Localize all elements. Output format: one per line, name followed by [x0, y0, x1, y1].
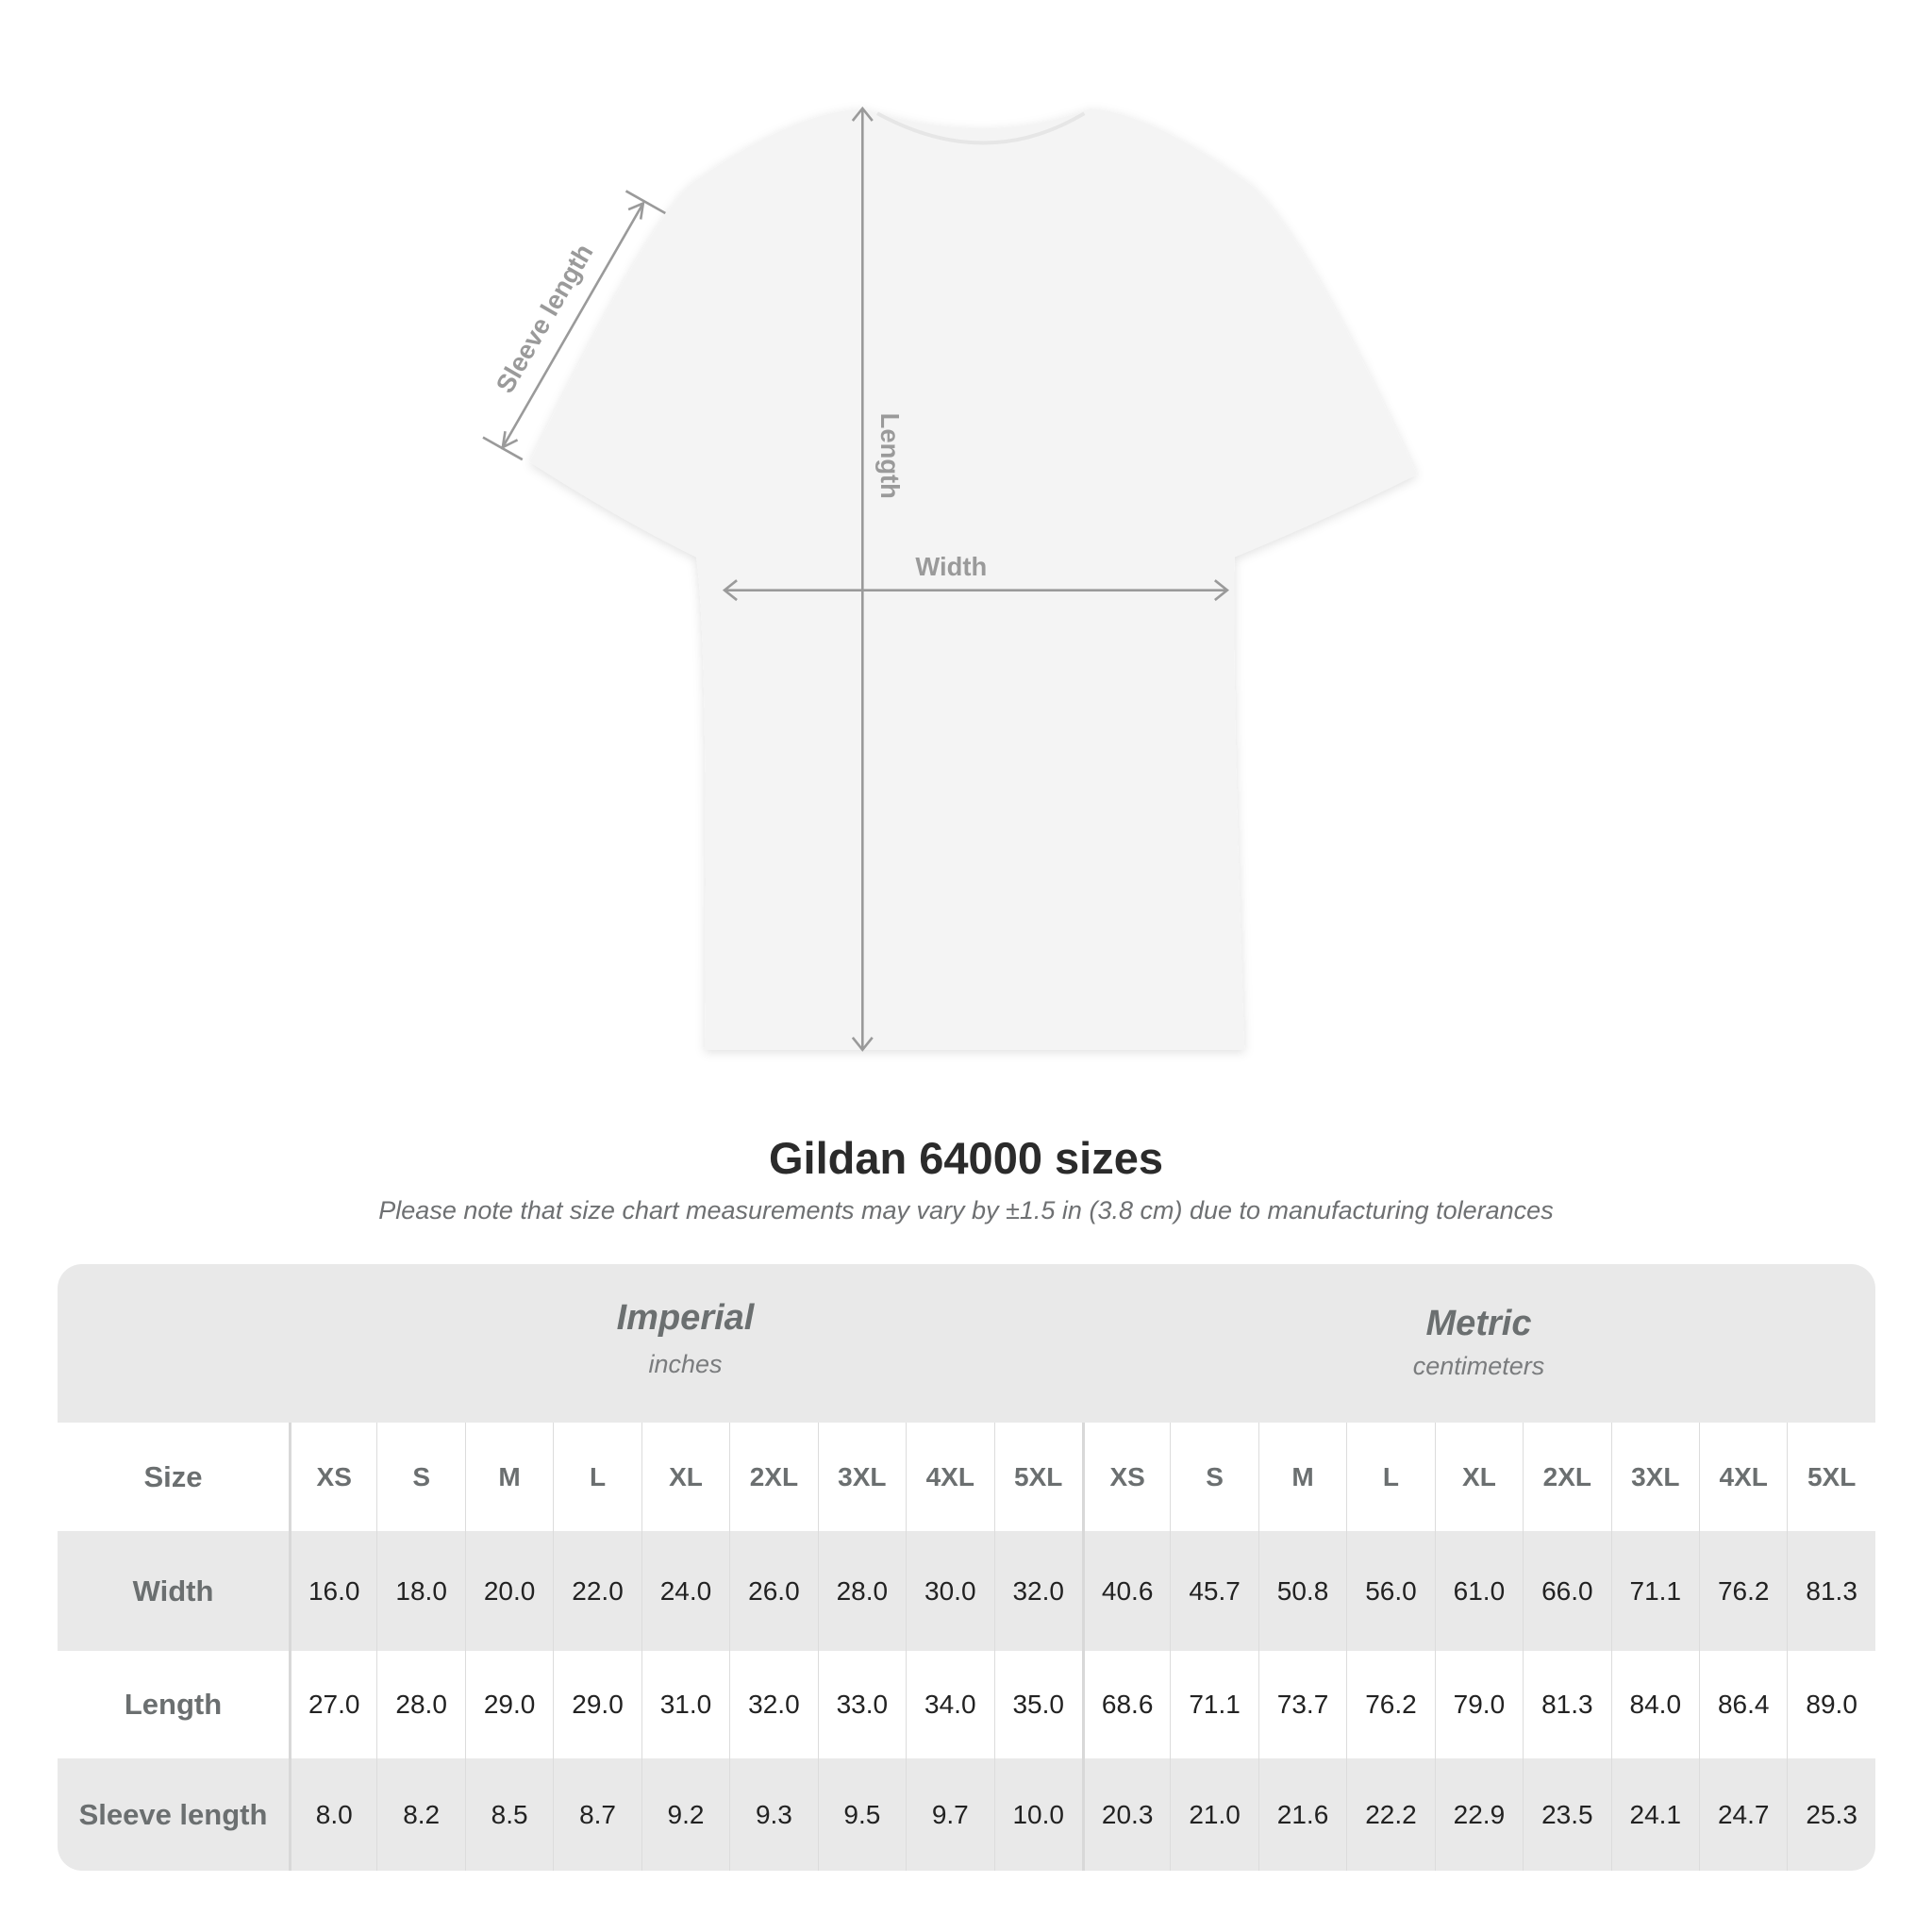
size-label: Size	[143, 1459, 203, 1493]
table-cell: 20.0	[464, 1531, 553, 1651]
table-cell: 81.3	[1787, 1531, 1874, 1651]
table-cell: 29.0	[553, 1651, 641, 1758]
size-header: M	[464, 1423, 553, 1531]
size-header: L	[553, 1423, 641, 1531]
table-cell: 66.0	[1523, 1531, 1610, 1651]
table-cell: 71.1	[1170, 1651, 1257, 1758]
table-cell: 45.7	[1170, 1531, 1257, 1651]
table-cell: 8.7	[553, 1758, 641, 1871]
width-label: Width	[915, 552, 987, 581]
table-cell: 22.0	[553, 1531, 641, 1651]
size-header: 5XL	[1787, 1423, 1874, 1531]
size-header: S	[1170, 1423, 1257, 1531]
table-cell: 20.3	[1081, 1758, 1170, 1871]
size-header: XL	[641, 1423, 729, 1531]
table-cell: 26.0	[729, 1531, 817, 1651]
table-cell: 71.1	[1610, 1531, 1699, 1651]
table-cell: 28.0	[817, 1531, 906, 1651]
table-cell: 25.3	[1787, 1758, 1874, 1871]
table-cell: 30.0	[906, 1531, 993, 1651]
table-row-length: Length 27.0 28.0 29.0 29.0 31.0 32.0 33.0 34.0 35…	[58, 1651, 1875, 1758]
imperial-unit: inches	[648, 1350, 723, 1378]
table-cell: 9.2	[641, 1758, 729, 1871]
size-header: XS	[289, 1423, 376, 1531]
table-cell: 35.0	[993, 1651, 1082, 1758]
size-header: M	[1257, 1423, 1346, 1531]
table-cell: 9.3	[729, 1758, 817, 1871]
table-cell: 28.0	[376, 1651, 464, 1758]
table-cell: 8.5	[464, 1758, 553, 1871]
table-cell: 9.5	[817, 1758, 906, 1871]
size-header: 4XL	[906, 1423, 993, 1531]
table-cell: 76.2	[1346, 1651, 1434, 1758]
table-cell: 10.0	[993, 1758, 1082, 1871]
table-cell: 56.0	[1346, 1531, 1434, 1651]
row-label: Width	[132, 1574, 214, 1607]
table-cell: 76.2	[1699, 1531, 1787, 1651]
imperial-header: Imperial inches	[289, 1264, 1082, 1423]
table-cell: 23.5	[1523, 1758, 1610, 1871]
table-cell: 34.0	[906, 1651, 993, 1758]
table-cell: 21.0	[1170, 1758, 1257, 1871]
size-header: S	[376, 1423, 464, 1531]
table-cell: 31.0	[641, 1651, 729, 1758]
table-cell: 40.6	[1081, 1531, 1170, 1651]
table-cell: 22.9	[1434, 1758, 1523, 1871]
table-cell: 68.6	[1081, 1651, 1170, 1758]
metric-unit: centimeters	[1412, 1352, 1545, 1380]
size-header: XL	[1434, 1423, 1523, 1531]
tshirt-shape	[529, 108, 1418, 1050]
table-cell: 79.0	[1434, 1651, 1523, 1758]
table-cell: 81.3	[1523, 1651, 1610, 1758]
table-row-width: Width 16.0 18.0 20.0 22.0 24.0 26.0 28.0 30.0 32.…	[58, 1531, 1875, 1651]
table-cell: 27.0	[289, 1651, 376, 1758]
metric-label: Metric	[1425, 1304, 1532, 1343]
table-cell: 86.4	[1699, 1651, 1787, 1758]
length-label: Length	[875, 413, 905, 499]
size-header: 5XL	[993, 1423, 1082, 1531]
size-header: 2XL	[729, 1423, 817, 1531]
table-cell: 24.0	[641, 1531, 729, 1651]
row-label: Sleeve length	[78, 1797, 268, 1831]
sleeve-arrow	[501, 202, 644, 448]
table-cell: 8.0	[289, 1758, 376, 1871]
table-cell: 21.6	[1257, 1758, 1346, 1871]
table-cell: 8.2	[376, 1758, 464, 1871]
table-cell: 32.0	[729, 1651, 817, 1758]
table-cell: 33.0	[817, 1651, 906, 1758]
size-header: 3XL	[817, 1423, 906, 1531]
tolerance-note: Please note that size chart measurements…	[378, 1196, 1554, 1224]
page-title: Gildan 64000 sizes	[768, 1133, 1164, 1183]
table-cell: 22.2	[1346, 1758, 1434, 1871]
size-table: Imperial inches Metric centimeters Size X…	[58, 1264, 1875, 1871]
table-cell: 24.7	[1699, 1758, 1787, 1871]
size-header: 3XL	[1610, 1423, 1699, 1531]
table-cell: 61.0	[1434, 1531, 1523, 1651]
table-cell: 16.0	[289, 1531, 376, 1651]
size-header: XS	[1081, 1423, 1170, 1531]
table-row-sleeve-length: Sleeve length 8.0 8.2 8.5 8.7 9.2 9.3 9.5 9.7 10.…	[58, 1758, 1875, 1871]
row-label: Length	[124, 1688, 223, 1721]
metric-header: Metric centimeters	[1082, 1264, 1875, 1423]
size-header: L	[1346, 1423, 1434, 1531]
size-header: 4XL	[1699, 1423, 1787, 1531]
table-cell: 84.0	[1610, 1651, 1699, 1758]
table-cell: 73.7	[1257, 1651, 1346, 1758]
table-cell: 89.0	[1787, 1651, 1874, 1758]
size-header: 2XL	[1523, 1423, 1610, 1531]
imperial-label: Imperial	[616, 1298, 755, 1338]
size-row: Size XS S M L XL 2XL 3XL 4XL 5XL XS S M L XL 2XL 3XL 4XL 5…	[58, 1423, 1875, 1531]
table-cell: 29.0	[464, 1651, 553, 1758]
collar	[876, 111, 1086, 145]
table-cell: 32.0	[993, 1531, 1082, 1651]
table-cell: 18.0	[376, 1531, 464, 1651]
table-cell: 24.1	[1610, 1758, 1699, 1871]
table-cell: 9.7	[906, 1758, 993, 1871]
table-cell: 50.8	[1257, 1531, 1346, 1651]
